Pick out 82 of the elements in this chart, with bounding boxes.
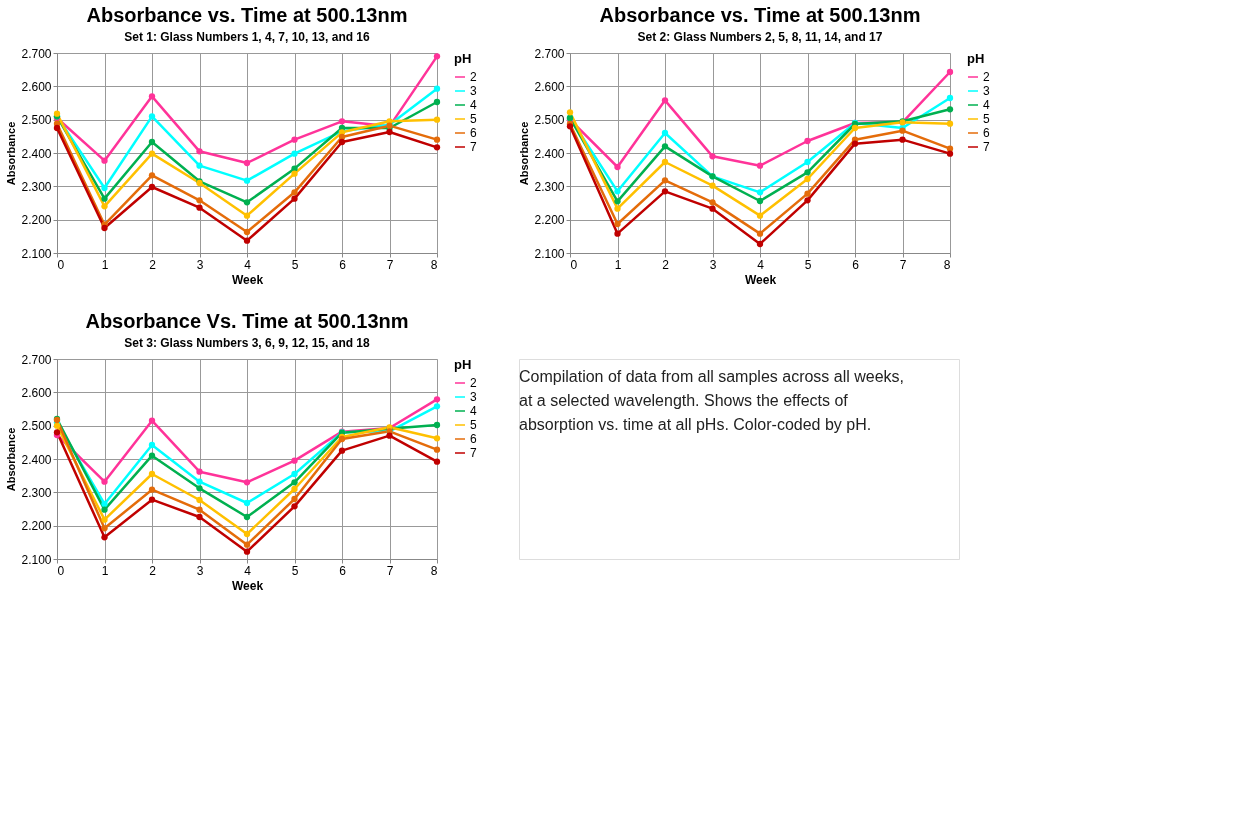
x-tick-label: 2 [662,257,670,272]
x-tick-label: 7 [899,257,907,272]
x-tick-label: 2 [149,563,157,578]
legend-label: 6 [470,126,477,140]
x-tick-label: 2 [149,257,157,272]
chart-title: Absorbance vs. Time at 500.13nm [599,4,921,26]
legend-title: pH [454,51,472,66]
chart-subtitle: Set 3: Glass Numbers 3, 6, 9, 12, 15, and 18 [124,336,371,350]
y-tick-label: 2.100 [21,246,52,261]
x-axis-title: Week [231,578,264,593]
x-tick-label: 7 [386,563,394,578]
y-tick-label: 2.700 [21,46,52,61]
x-tick-label: 1 [101,257,109,272]
x-tick-label: 6 [852,257,860,272]
x-tick-label: 0 [57,257,65,272]
legend-label: 4 [983,98,990,112]
x-tick-label: 8 [430,563,438,578]
y-tick-label: 2.100 [21,552,52,567]
y-tick-label: 2.600 [21,385,52,400]
legend-label: 7 [983,140,990,154]
y-tick-label: 2.200 [534,213,565,228]
chart-title: Absorbance vs. Time at 500.13nm [86,4,408,26]
legend-label: 5 [983,112,990,126]
legend-label: 2 [470,70,477,84]
legend-title: pH [967,51,985,66]
x-tick-label: 0 [570,257,578,272]
x-tick-label: 5 [804,257,812,272]
y-tick-label: 2.500 [21,419,52,434]
x-tick-label: 3 [709,257,717,272]
legend-label: 7 [470,446,477,460]
legend-title: pH [454,357,472,372]
y-tick-label: 2.300 [21,179,52,194]
x-tick-label: 1 [614,257,622,272]
y-tick-label: 2.400 [21,146,52,161]
x-axis-title: Week [231,272,264,287]
x-tick-label: 7 [386,257,394,272]
x-tick-label: 6 [339,257,347,272]
legend-label: 3 [470,390,477,404]
legend-label: 5 [470,418,477,432]
y-tick-label: 2.300 [534,179,565,194]
text: Compilation of data from all samples across all weeks, at a selected wavelength. Shows the effects of absorption vs. time at all pHs. Color-coded by pH. [519,368,905,433]
x-tick-label: 5 [291,257,299,272]
y-tick-label: 2.200 [21,213,52,228]
y-axis-title: Absorbance [5,427,18,492]
y-tick-label: 2.400 [21,452,52,467]
y-tick-label: 2.100 [534,246,565,261]
y-axis-title: Absorbance [518,121,531,186]
x-tick-label: 3 [196,563,204,578]
x-tick-label: 6 [339,563,347,578]
legend-label: 7 [470,140,477,154]
x-tick-label: 4 [757,257,765,272]
legend-label: 2 [470,376,477,390]
x-tick-label: 3 [196,257,204,272]
y-tick-label: 2.500 [534,113,565,128]
legend-label: 5 [470,112,477,126]
chart-subtitle: Set 1: Glass Numbers 1, 4, 7, 10, 13, and 16 [124,30,371,44]
legend-label: 6 [983,126,990,140]
legend-label: 3 [470,84,477,98]
x-tick-label: 4 [244,257,252,272]
x-tick-label: 1 [101,563,109,578]
y-tick-label: 2.700 [534,46,565,61]
y-tick-label: 2.500 [21,113,52,128]
chart-subtitle: Set 2: Glass Numbers 2, 5, 8, 11, 14, and 17 [637,30,883,44]
legend-label: 2 [983,70,990,84]
x-tick-label: 5 [291,563,299,578]
x-tick-label: 4 [244,563,252,578]
x-tick-label: 0 [57,563,65,578]
legend-label: 4 [470,98,477,112]
y-tick-label: 2.400 [534,146,565,161]
y-tick-label: 2.600 [21,79,52,94]
y-axis-title: Absorbance [5,121,18,186]
x-tick-label: 8 [943,257,951,272]
x-tick-label: 8 [430,257,438,272]
y-tick-label: 2.600 [534,79,565,94]
legend-label: 4 [470,404,477,418]
x-axis-title: Week [744,272,777,287]
y-tick-label: 2.300 [21,485,52,500]
legend-label: 6 [470,432,477,446]
chart-title: Absorbance Vs. Time at 500.13nm [85,310,409,332]
y-tick-label: 2.200 [21,519,52,534]
y-tick-label: 2.700 [21,352,52,367]
legend-label: 3 [983,84,990,98]
